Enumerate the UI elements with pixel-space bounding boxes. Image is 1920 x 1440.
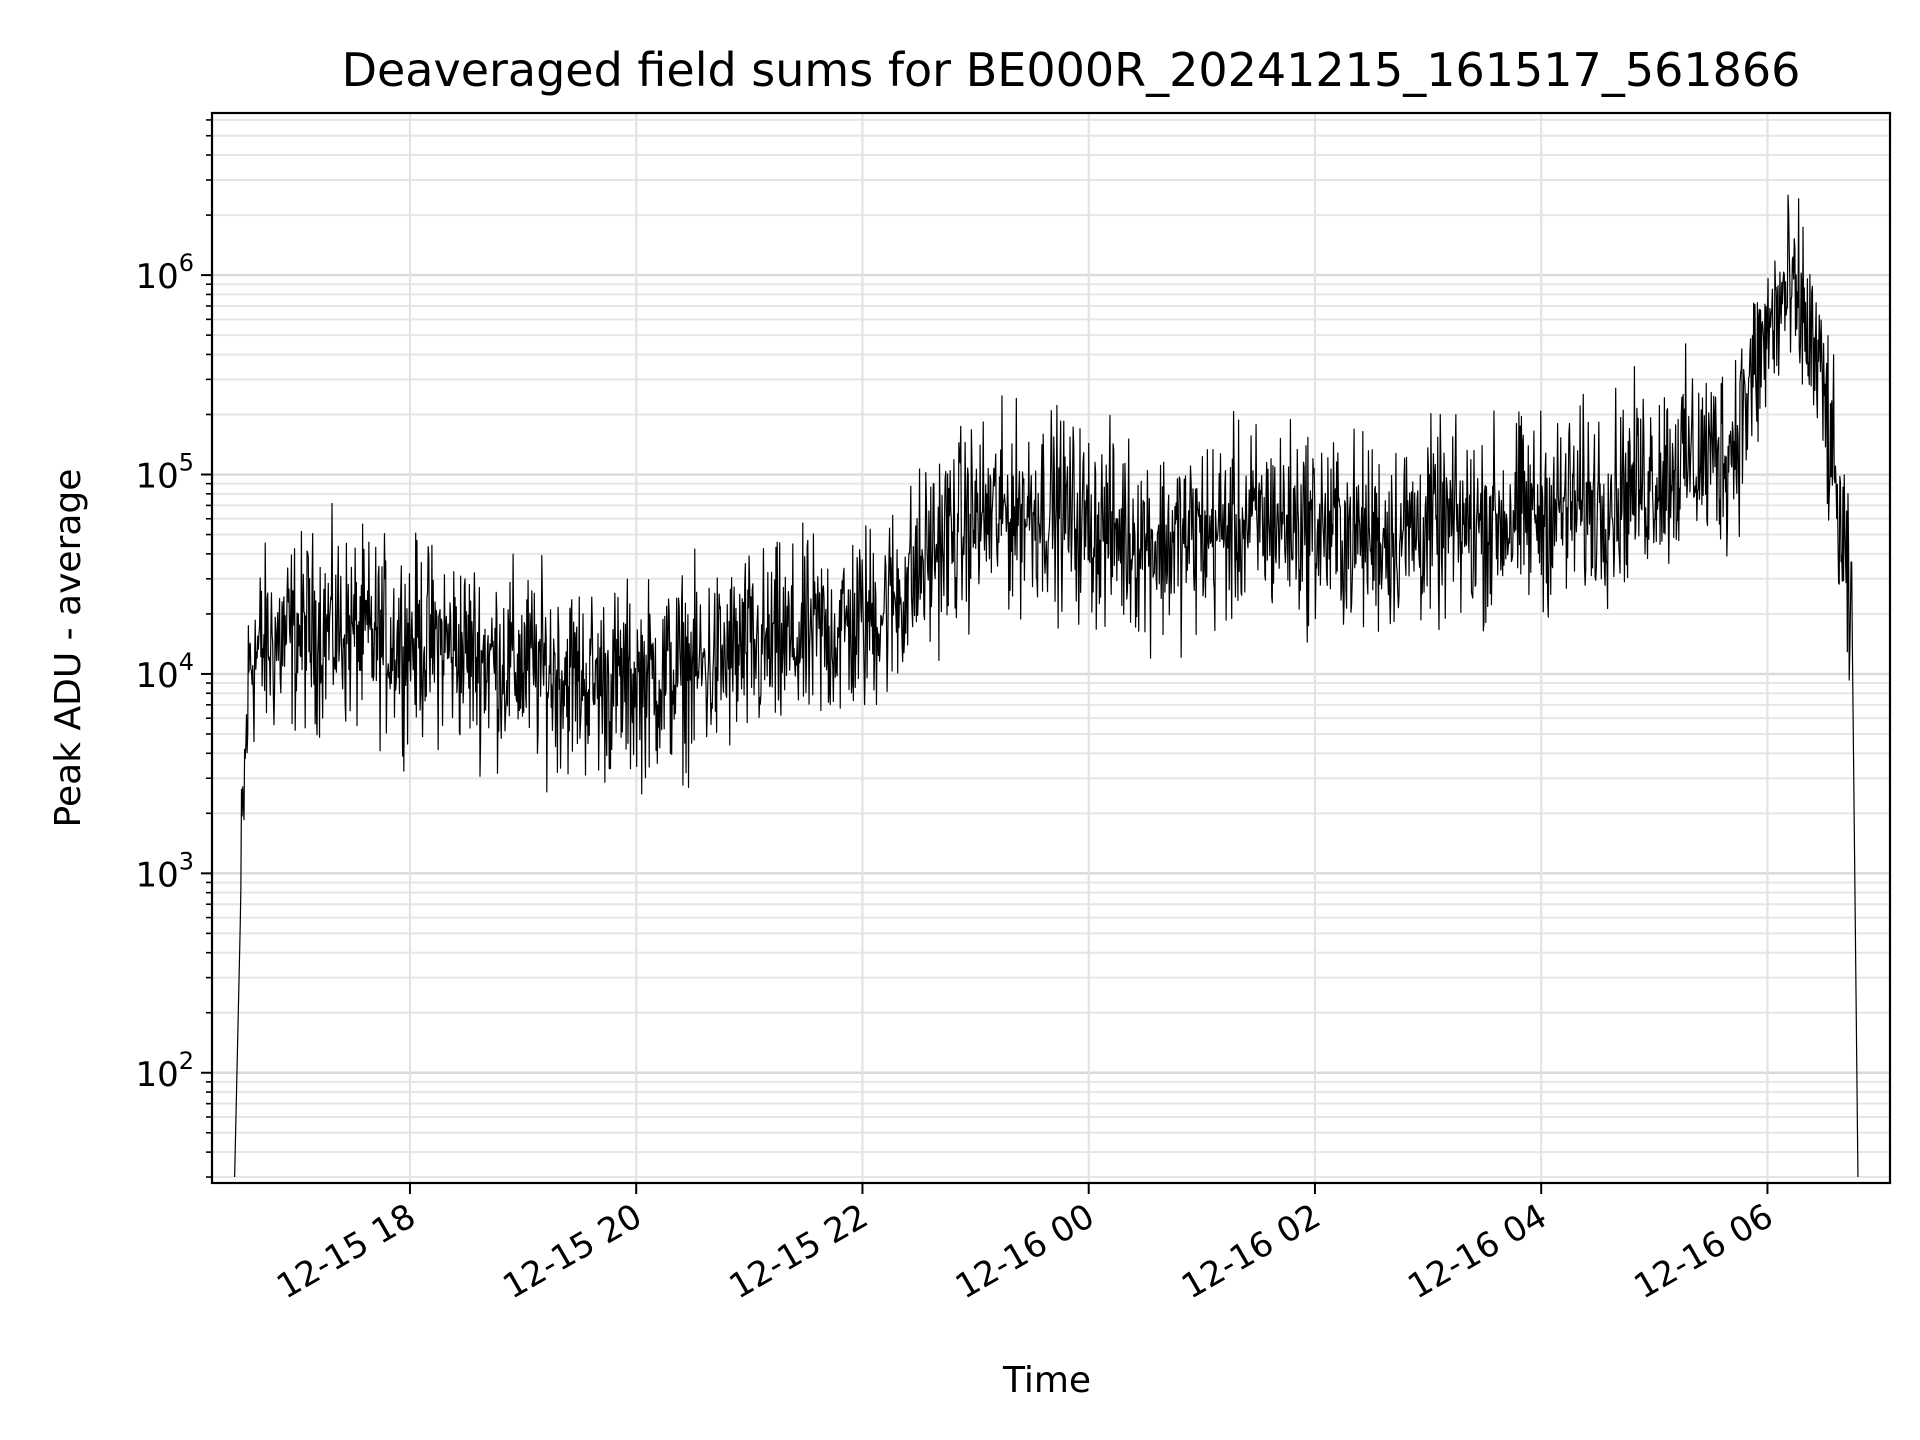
y-tick-label: 103 <box>135 847 194 895</box>
series-line <box>234 194 1859 1178</box>
series-layer <box>234 194 1859 1178</box>
x-axis-label: Time <box>1002 1360 1091 1401</box>
y-tick-label: 105 <box>135 449 194 497</box>
y-tick-label: 102 <box>135 1047 194 1095</box>
plot-frame <box>210 111 1892 1185</box>
chart-title: Deaveraged field sums for BE000R_2024121… <box>342 43 1801 97</box>
y-axis-label: Peak ADU - average <box>48 469 89 828</box>
y-tick-label: 104 <box>135 648 194 696</box>
y-tick-label: 106 <box>135 249 194 297</box>
